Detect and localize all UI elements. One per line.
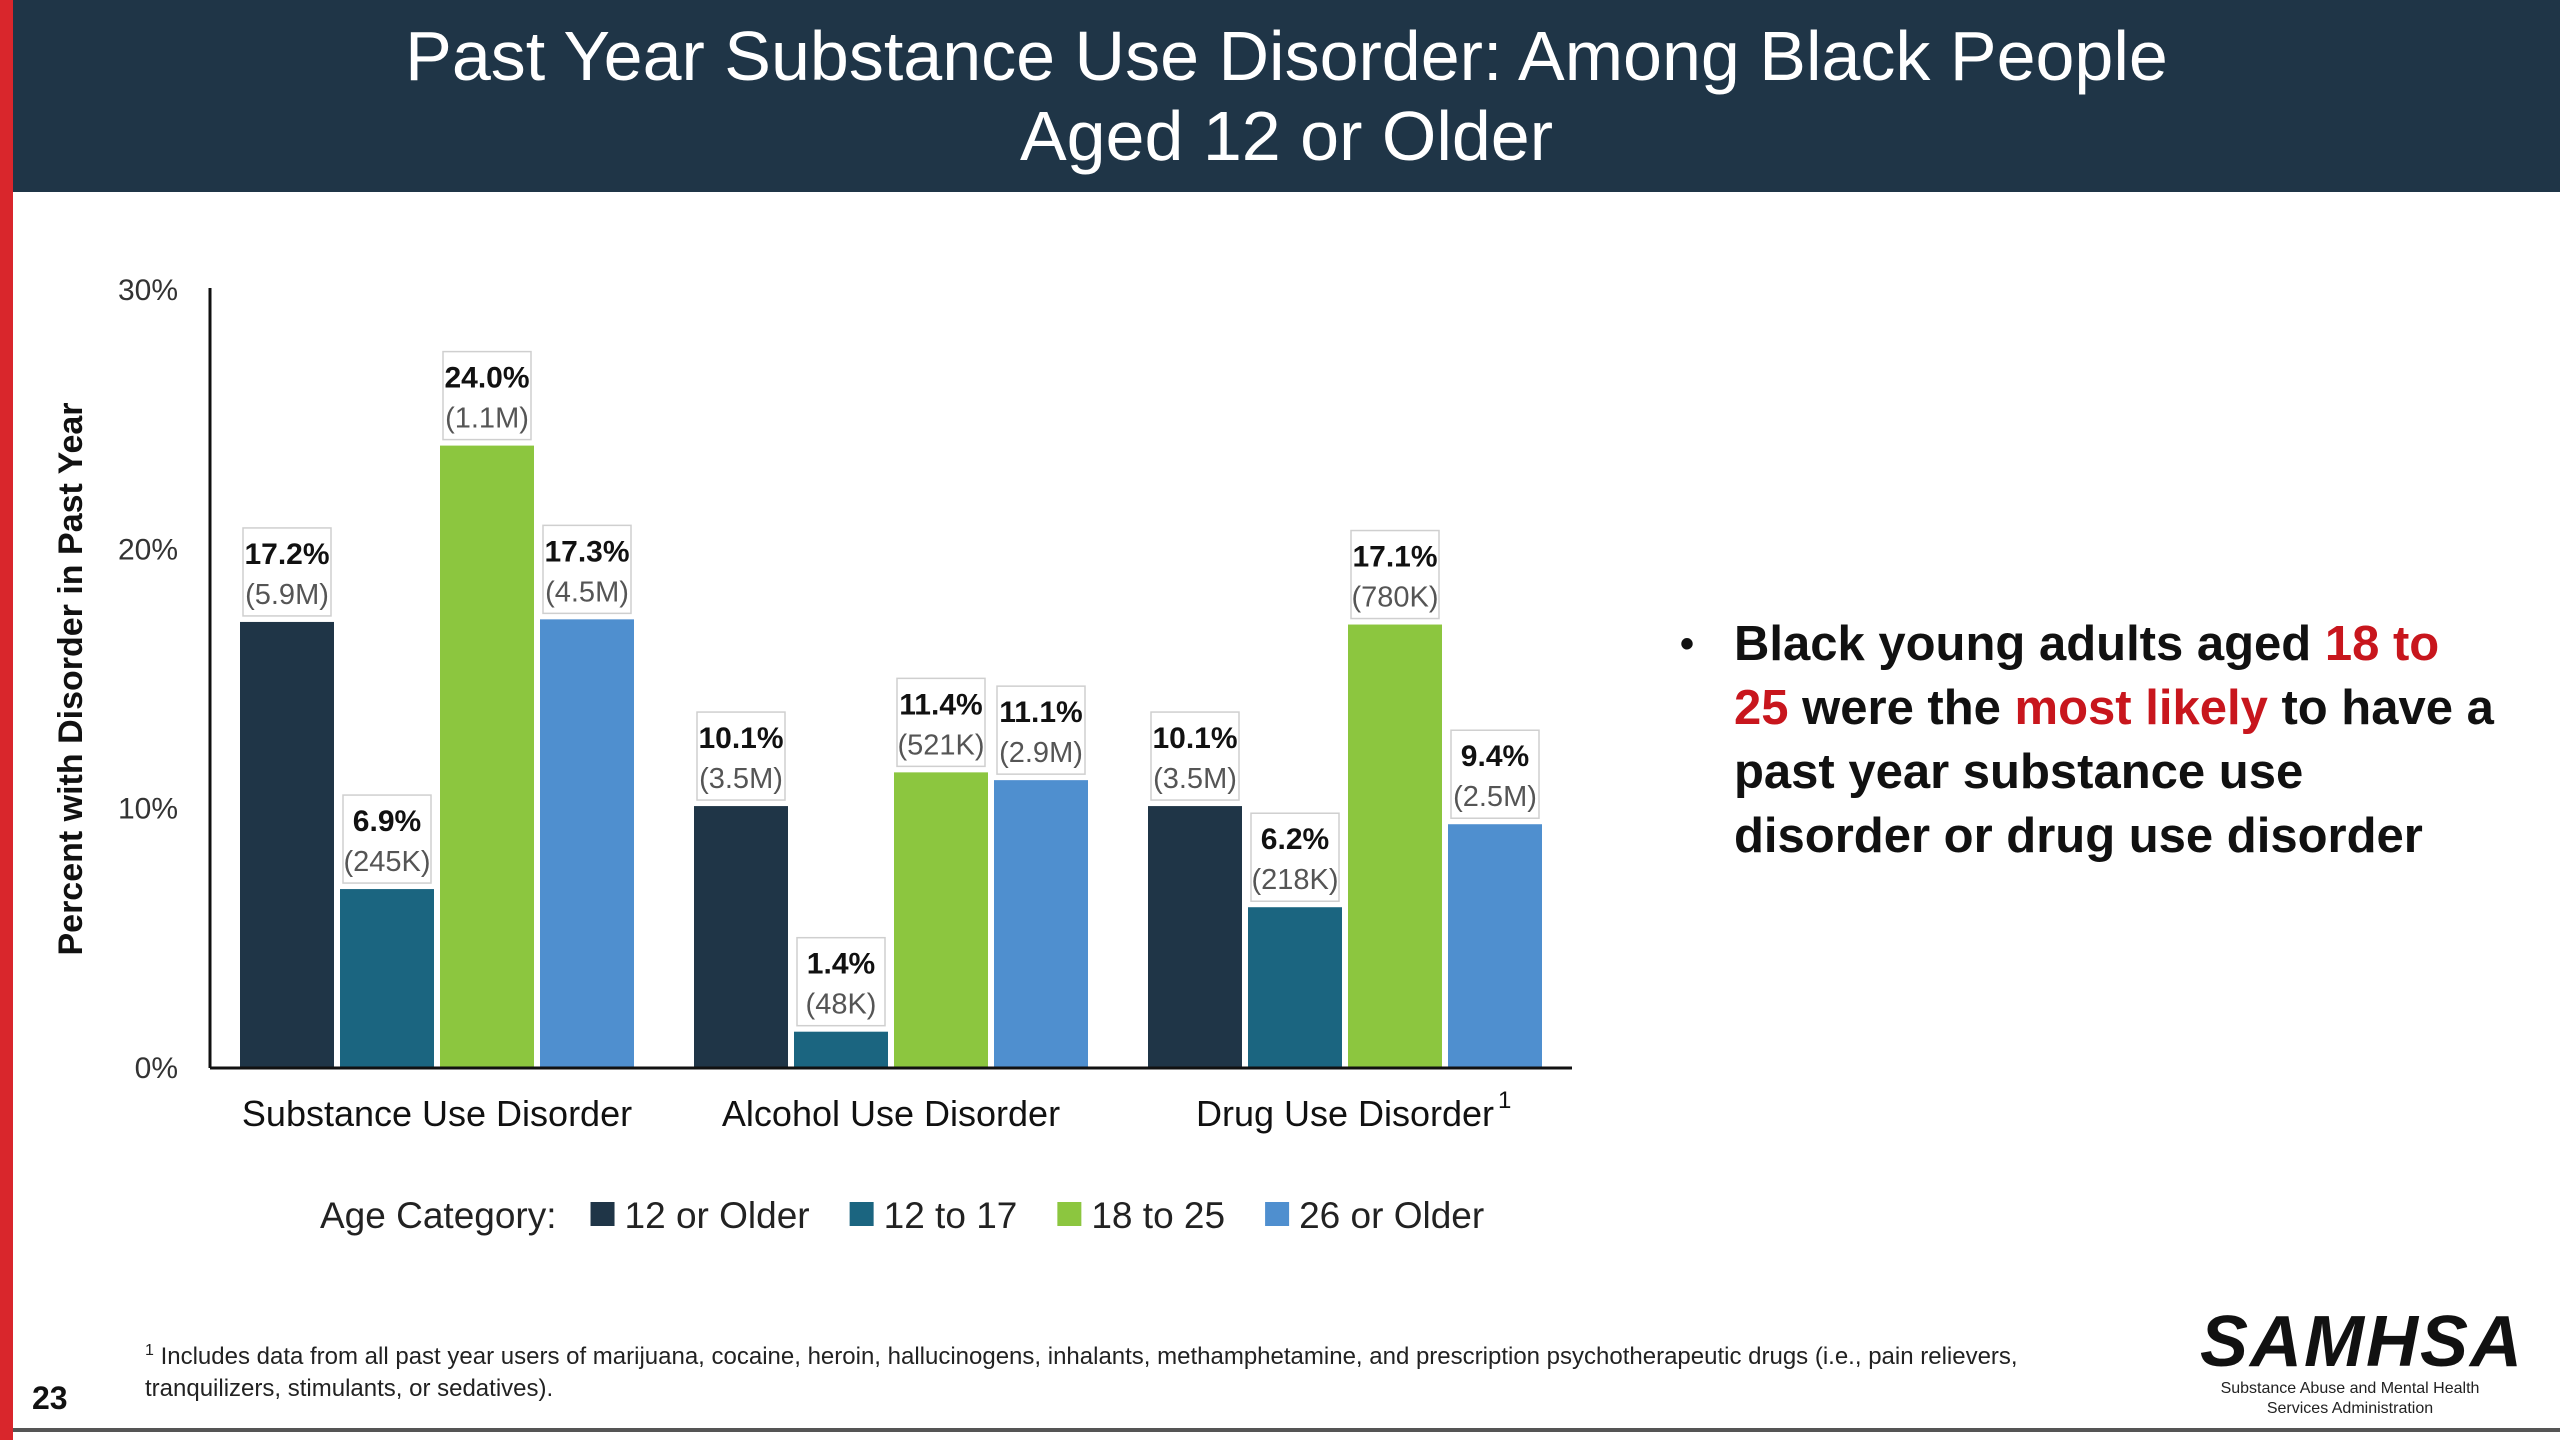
finding-part5: to have a past year substance use disord… (1734, 681, 2494, 863)
x-category-label: Substance Use Disorder (242, 1093, 632, 1134)
data-label-count: (218K) (1251, 864, 1338, 896)
data-label-percent: 11.1% (999, 696, 1082, 729)
finding-part1: Black young adults aged (1734, 617, 2325, 671)
data-label-percent: 10.1% (698, 722, 783, 755)
bullet-dot: • (1680, 622, 1695, 666)
data-label-box (696, 711, 786, 801)
data-label-box (1150, 711, 1240, 801)
bar (694, 806, 788, 1068)
y-axis-label: Percent with Disorder in Past Year (52, 402, 90, 955)
bar (1448, 824, 1542, 1068)
data-label-percent: 11.4% (899, 688, 982, 721)
x-category-label: Drug Use Disorder (1196, 1093, 1494, 1134)
footnote: 1 Includes data from all past year users… (145, 1335, 2105, 1405)
data-label-count: (2.9M) (999, 737, 1083, 769)
data-label-count: (3.5M) (1153, 763, 1237, 795)
bar (440, 445, 534, 1069)
legend-label: 18 to 25 (1091, 1195, 1225, 1236)
logo-subtitle-line1: Substance Abuse and Mental Health (2220, 1380, 2480, 1397)
data-label-box (242, 527, 332, 617)
bar (794, 1031, 888, 1068)
data-label-box (1450, 729, 1540, 819)
footnote-text: Includes data from all past year users o… (145, 1343, 2018, 1402)
data-label-percent: 10.1% (1152, 722, 1237, 755)
key-finding-text: Black young adults aged 18 to 25 were th… (1734, 612, 2500, 868)
legend-swatch (590, 1202, 615, 1226)
y-tick-label: 10% (118, 793, 178, 826)
data-label-box (1350, 529, 1440, 620)
finding-highlight-likely: most likely (2014, 681, 2268, 735)
slide-title-line1: Past Year Substance Use Disorder: Among … (405, 17, 2168, 95)
bar (1148, 806, 1242, 1068)
logo-mark: SAMHSA (2200, 1302, 2525, 1382)
y-tick-label: 20% (118, 533, 178, 566)
data-label-percent: 9.4% (1461, 740, 1529, 773)
legend-swatch (849, 1202, 874, 1226)
legend-label: 12 or Older (625, 1195, 810, 1236)
data-label-box (796, 936, 886, 1027)
bar (1248, 907, 1342, 1068)
data-label-count: (4.5M) (545, 576, 629, 608)
bar-chart-svg: 0% 10% 20% 30% Percent with Disorder in Past… (52, 274, 1572, 1236)
legend-label: 12 to 17 (884, 1195, 1018, 1236)
data-label-box (442, 350, 532, 441)
data-label-count: (5.9M) (245, 579, 329, 611)
data-label-count: (2.5M) (1453, 781, 1537, 813)
data-label-percent: 1.4% (807, 948, 875, 981)
data-label-percent: 17.2% (244, 538, 329, 571)
data-label-count: (48K) (806, 989, 877, 1021)
data-label-box (542, 524, 632, 615)
data-label-box (342, 794, 432, 884)
bar (240, 621, 334, 1068)
data-label-count: (245K) (343, 846, 430, 878)
legend-label: 26 or Older (1299, 1195, 1484, 1236)
finding-highlight-age: 18 to 25 (1734, 617, 2440, 735)
bar (1348, 624, 1442, 1068)
data-label-box (896, 677, 986, 768)
data-label-count: (3.5M) (699, 763, 783, 795)
bar (894, 772, 988, 1068)
bar (340, 889, 434, 1068)
logo-subtitle-line2: Services Administration (2266, 1400, 2434, 1417)
data-label-percent: 17.3% (544, 535, 629, 568)
key-finding-bullet: • Black young adults aged 18 to 25 were … (1680, 612, 2500, 868)
data-label-count: (780K) (1351, 582, 1438, 614)
data-label-percent: 17.1% (1352, 541, 1437, 574)
legend-swatch (1057, 1202, 1082, 1226)
samhsa-logo: SAMHSA Substance Abuse and Mental Health… (2200, 1302, 2525, 1425)
data-label-box (1250, 812, 1340, 902)
footnote-marker: 1 (145, 1342, 154, 1359)
bar (994, 780, 1088, 1068)
slide-header: Past Year Substance Use Disorder: Among … (13, 0, 2560, 192)
legend-title: Age Category: (320, 1195, 557, 1236)
data-label-box (996, 685, 1086, 775)
x-category-superscript: 1 (1498, 1087, 1511, 1114)
y-tick-label: 30% (118, 274, 178, 307)
y-tick-label: 0% (135, 1052, 178, 1085)
bar (540, 619, 634, 1068)
data-label-count: (1.1M) (445, 403, 529, 435)
finding-part3: were the (1788, 681, 2015, 735)
data-label-percent: 6.2% (1261, 823, 1329, 856)
left-accent-stripe (0, 0, 13, 1440)
data-label-count: (521K) (897, 729, 984, 761)
bottom-divider (13, 1428, 2560, 1432)
page-number: 23 (32, 1380, 68, 1416)
data-label-percent: 24.0% (444, 362, 529, 395)
data-label-percent: 6.9% (353, 805, 421, 838)
legend-swatch (1265, 1202, 1290, 1226)
x-category-label: Alcohol Use Disorder (722, 1093, 1060, 1134)
bar-chart: 0% 10% 20% 30% Percent with Disorder in Past… (40, 250, 1640, 1290)
slide-title-line2: Aged 12 or Older (1019, 97, 1554, 175)
